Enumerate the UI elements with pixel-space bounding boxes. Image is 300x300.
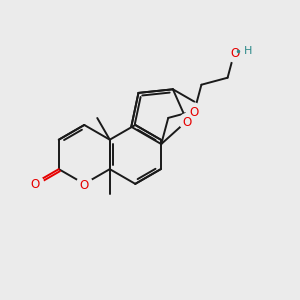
Text: O: O (182, 116, 192, 129)
Text: O: O (230, 46, 239, 59)
Text: O: O (31, 178, 40, 191)
Text: O: O (190, 106, 199, 119)
Text: O: O (80, 179, 89, 192)
Text: H: H (244, 46, 252, 56)
